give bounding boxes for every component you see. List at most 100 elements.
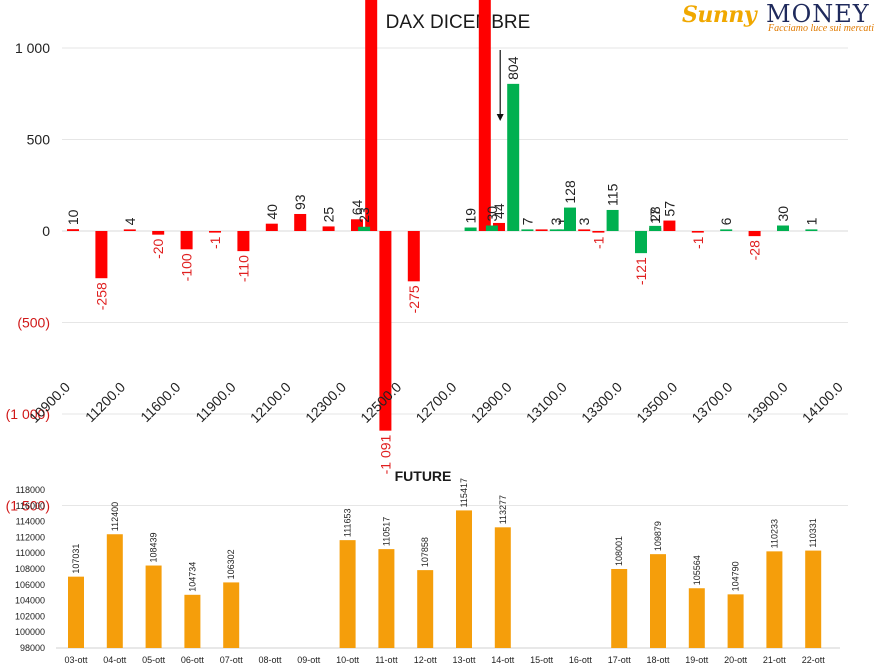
data-label: 44 bbox=[491, 203, 507, 219]
bar bbox=[766, 551, 783, 648]
bar bbox=[650, 554, 666, 648]
bar bbox=[379, 231, 392, 431]
data-label: 30 bbox=[775, 206, 791, 222]
data-label: 110233 bbox=[769, 519, 779, 548]
bar bbox=[456, 510, 472, 648]
x-tick-label: 13300.0 bbox=[578, 379, 625, 426]
bar bbox=[67, 229, 79, 231]
bar bbox=[180, 231, 193, 250]
x-tick-label: 11600.0 bbox=[137, 379, 184, 426]
bar bbox=[606, 209, 619, 231]
y-tick-label: (1 000) bbox=[6, 406, 50, 422]
bar bbox=[649, 225, 662, 231]
data-label: 104790 bbox=[731, 561, 741, 591]
x-tick-label: 09-ott bbox=[297, 655, 321, 665]
x-tick-label: 11200.0 bbox=[82, 379, 129, 426]
x-tick-label: 13100.0 bbox=[523, 379, 570, 426]
data-label: -20 bbox=[150, 238, 166, 258]
x-tick-label: 13-ott bbox=[452, 655, 476, 665]
bar bbox=[407, 231, 420, 282]
x-tick-label: 12100.0 bbox=[247, 379, 294, 426]
y-tick-label: 118000 bbox=[16, 485, 45, 495]
data-label: 64 bbox=[349, 200, 365, 216]
x-tick-label: 19-ott bbox=[685, 655, 709, 665]
data-label: 105564 bbox=[692, 555, 702, 585]
data-label: 115 bbox=[605, 183, 621, 206]
bar bbox=[556, 229, 569, 231]
bar bbox=[223, 582, 240, 648]
y-tick-label: 104000 bbox=[15, 596, 45, 606]
bar bbox=[611, 568, 628, 648]
y-tick-label: 108000 bbox=[15, 564, 45, 574]
y-tick-label: 106000 bbox=[15, 580, 45, 590]
chart-title: DAX DICEMBRE bbox=[386, 12, 531, 33]
data-label: 112400 bbox=[110, 502, 120, 531]
data-label: 7 bbox=[519, 217, 535, 225]
bar bbox=[358, 226, 371, 231]
x-tick-label: 14100.0 bbox=[799, 379, 846, 426]
x-tick-label: 04-ott bbox=[103, 655, 127, 665]
bar bbox=[564, 207, 576, 231]
bar bbox=[578, 229, 591, 231]
bar bbox=[339, 540, 356, 648]
data-label: 23 bbox=[356, 207, 372, 223]
x-tick-label: 05-ott bbox=[142, 655, 166, 665]
y-tick-label: 114000 bbox=[16, 517, 45, 527]
x-tick-label: 16-ott bbox=[569, 655, 593, 665]
data-label: 28 bbox=[647, 206, 663, 222]
data-label: 10 bbox=[65, 209, 81, 225]
data-label: -1 bbox=[207, 236, 223, 249]
x-tick-label: 03-ott bbox=[64, 655, 88, 665]
data-label: 17 bbox=[647, 208, 663, 224]
x-tick-label: 08-ott bbox=[258, 655, 282, 665]
x-tick-label: 12900.0 bbox=[468, 379, 515, 426]
data-label: 115417 bbox=[459, 478, 469, 507]
data-label: -100 bbox=[179, 253, 195, 281]
data-label: 3 bbox=[576, 217, 592, 225]
data-label: -275 bbox=[406, 285, 422, 313]
x-tick-label: 15-ott bbox=[530, 655, 554, 665]
data-label: 3 bbox=[548, 217, 564, 225]
x-tick-label: 14-ott bbox=[491, 655, 515, 665]
bar bbox=[635, 231, 647, 254]
bar bbox=[748, 231, 761, 237]
data-label: 25 bbox=[321, 207, 337, 223]
data-label: 40 bbox=[264, 204, 280, 220]
data-label: 113277 bbox=[498, 495, 508, 524]
data-label: 109879 bbox=[653, 521, 663, 551]
data-label: -1 bbox=[690, 236, 706, 249]
logo-sunny-text: Sunny bbox=[682, 2, 757, 28]
data-label: 804 bbox=[505, 56, 521, 80]
y-tick-label: 500 bbox=[27, 132, 51, 148]
bar bbox=[209, 231, 221, 233]
x-tick-label: 13900.0 bbox=[744, 379, 791, 426]
bar bbox=[494, 527, 511, 648]
bar bbox=[720, 229, 733, 231]
bar bbox=[688, 588, 705, 648]
bar bbox=[727, 594, 744, 648]
x-tick-label: 11900.0 bbox=[192, 379, 239, 426]
y-tick-label: (500) bbox=[17, 315, 50, 331]
bar bbox=[805, 550, 822, 648]
x-tick-label: 07-ott bbox=[220, 655, 244, 665]
data-label: 110331 bbox=[808, 518, 818, 547]
x-tick-label: 12700.0 bbox=[412, 379, 459, 426]
data-label: -1 bbox=[590, 236, 606, 249]
data-label: 30 bbox=[484, 206, 500, 222]
bar bbox=[464, 227, 477, 231]
y-tick-label: 112000 bbox=[16, 532, 45, 542]
bar bbox=[265, 223, 278, 231]
bar bbox=[145, 565, 162, 648]
x-tick-label: 12-ott bbox=[414, 655, 438, 665]
x-tick-label: 12300.0 bbox=[302, 379, 349, 426]
data-label: 107031 bbox=[71, 544, 81, 574]
y-tick-label: (1 500) bbox=[6, 498, 50, 514]
data-label: -121 bbox=[633, 257, 649, 285]
logo-tagline: Facciamo luce sui mercati bbox=[768, 23, 874, 34]
data-label: 1 bbox=[803, 217, 819, 225]
x-tick-label: 18-ott bbox=[646, 655, 670, 665]
data-label: -110 bbox=[235, 255, 251, 282]
x-tick-label: 20-ott bbox=[724, 655, 748, 665]
y-tick-label: 98000 bbox=[20, 643, 45, 653]
